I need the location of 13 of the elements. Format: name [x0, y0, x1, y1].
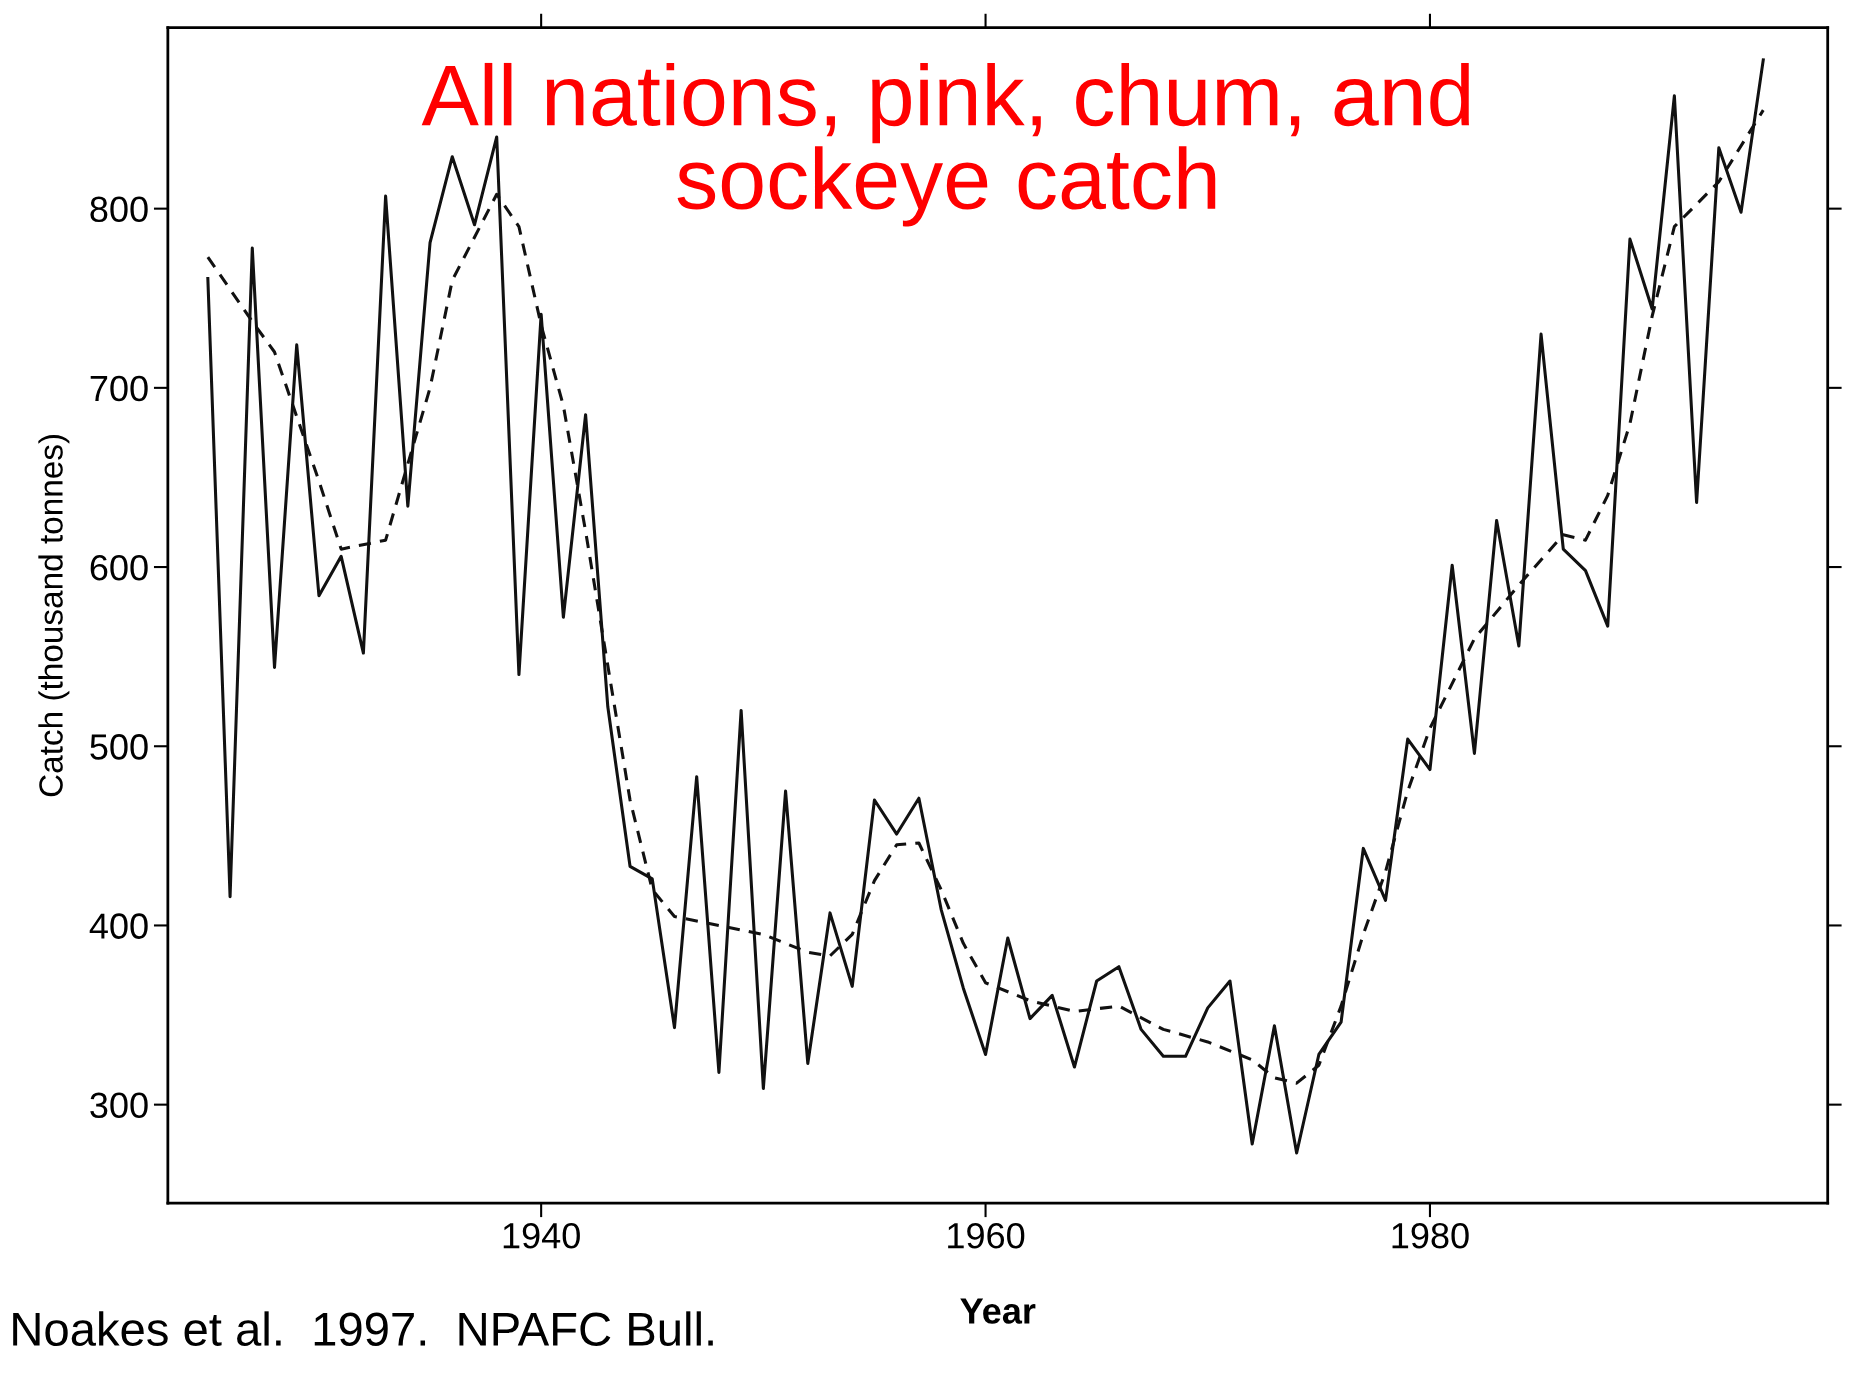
y-tick-label: 400 — [89, 913, 148, 939]
y-tick-label: 600 — [90, 554, 148, 581]
y-tick-label: 800 — [90, 196, 148, 223]
x-tick-label: 1960 — [948, 1222, 1025, 1249]
text: All nations, pink, chum, and sockeye catch — [421, 62, 1469, 227]
x-axis-title: Year — [960, 1298, 1036, 1324]
y-tick-label: 300 — [90, 1092, 148, 1119]
x-tick-label: 1940 — [503, 1222, 580, 1249]
y-tick-label: 700 — [90, 375, 148, 402]
y-axis-title: Catch (thousand tonnes) — [38, 434, 70, 797]
x-tick-label: 1980 — [1392, 1222, 1469, 1249]
text: Noakes et al. 1997. NPAFC Bull. — [13, 1311, 713, 1347]
y-tick-label: 500 — [90, 734, 148, 760]
